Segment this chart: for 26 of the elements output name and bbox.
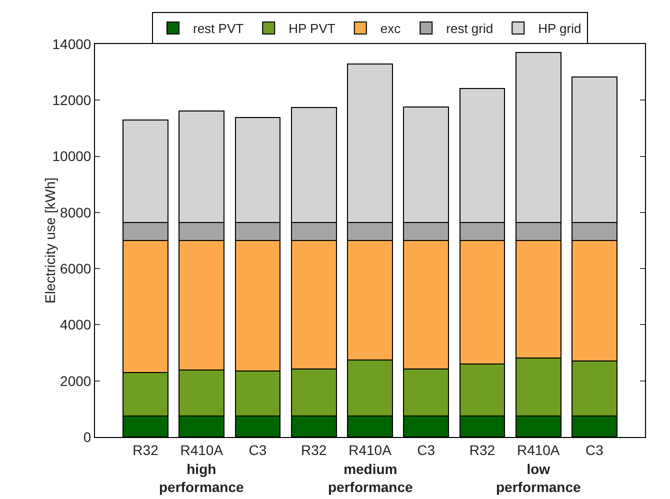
y-tick-label: 8000 xyxy=(60,204,92,220)
text: high performance xyxy=(159,461,244,496)
text: low performance xyxy=(496,461,582,496)
y-axis-title: Electricity use [kWh] xyxy=(42,177,58,304)
legend-label: rest grid xyxy=(446,21,494,36)
y-tick-label: 12000 xyxy=(52,92,92,108)
x-tick-label: R32 xyxy=(301,442,327,458)
x-tick-label: R410A xyxy=(180,442,224,458)
y-tick-label: 0 xyxy=(83,428,92,445)
legend-label: rest PVT xyxy=(193,21,244,36)
y-tick-label: 6000 xyxy=(60,260,92,276)
x-tick-label: C3 xyxy=(586,442,604,458)
legend-label: HP grid xyxy=(538,21,582,36)
legend-label: HP PVT xyxy=(288,21,336,36)
y-tick-label: 2000 xyxy=(60,372,92,389)
x-tick-label: R32 xyxy=(132,442,159,458)
x-tick-label: R32 xyxy=(469,442,496,458)
legend-label: exc xyxy=(380,21,402,36)
x-tick-label: R410A xyxy=(516,442,560,458)
y-tick-label: 14000 xyxy=(52,36,92,52)
text: medium performance xyxy=(328,461,414,496)
x-tick-label: C3 xyxy=(417,442,436,458)
x-tick-label: C3 xyxy=(248,442,267,458)
y-tick-label: 10000 xyxy=(52,148,92,164)
x-tick-label: R410A xyxy=(348,442,392,458)
y-tick-label: 4000 xyxy=(60,316,92,333)
